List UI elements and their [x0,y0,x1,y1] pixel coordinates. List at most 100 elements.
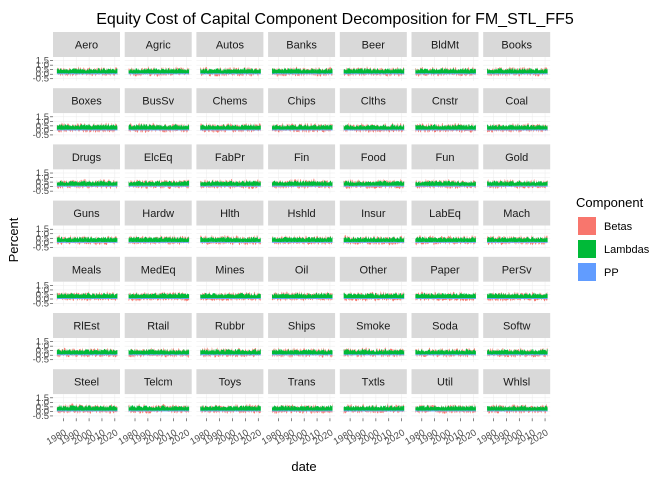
facet-label: Aero [75,40,98,52]
facet-medeq: MedEq [124,256,192,306]
series-betas-area [128,355,190,358]
y-axis-title: Percent [6,217,21,262]
series-betas-area [56,186,118,190]
series-betas-area [200,186,261,190]
y-tick-label: -0.5 [33,74,49,85]
series-pp-area [200,297,261,300]
series-pp-area [271,354,333,356]
series-betas-area [128,403,190,408]
series-lambdas-area [415,67,476,74]
series-betas-area [415,242,476,246]
facet-label: Autos [216,40,245,52]
facet-strip [339,256,407,282]
facet-persv: PerSv [483,256,551,306]
facet-strip [483,313,551,338]
series-lambdas-area [271,180,333,186]
facet-strip [411,144,479,170]
facet-books: Books [483,32,551,81]
facet-label: Mach [503,208,530,220]
series-betas-area [487,291,548,296]
series-betas-area [415,355,476,358]
y-tick-label: -0.5 [33,299,49,310]
facet-meals: Meals 1.51.00.50.0-0.5 [33,256,120,310]
series-betas-area [200,299,261,302]
facet-label: Mines [215,264,245,276]
facet-label: Insur [361,208,386,220]
y-tick-label: 1.5 [36,224,49,235]
series-pp-area [200,185,261,187]
facet-insur: Insur [339,200,407,250]
facet-rubbr: Rubbr [196,313,264,362]
facet-strip [124,369,192,395]
series-betas-area [56,355,118,358]
series-betas-area [343,299,405,302]
facet-strip [196,313,264,338]
series-pp-area [128,241,190,243]
facet-strip [268,88,336,114]
series-betas-area [343,66,405,71]
series-pp-area [56,354,118,356]
facet-strip [483,32,551,57]
series-pp-area [271,297,333,300]
y-tick-label: 0.0 [36,125,49,136]
legend-label-betas: Betas [604,221,633,233]
facet-hlth: Hlth [196,200,264,250]
series-betas-area [128,291,190,296]
facet-strip [53,313,120,338]
series-pp-area [128,354,190,356]
facet-label: Hlth [220,208,240,220]
series-betas-area [128,411,190,414]
y-tick-label: 0.5 [36,289,49,300]
facet-coal: Coal [483,88,551,138]
facet-label: Oil [295,264,308,276]
series-pp-area [487,73,548,75]
y-tick-label: 0.0 [36,294,49,305]
series-betas-area [343,130,405,133]
facet-label: Paper [430,264,460,276]
facet-label: Boxes [71,96,102,108]
facet-label: Smoke [356,321,390,333]
series-lambdas-area [487,292,548,299]
series-betas-area [200,355,261,358]
series-lambdas-area [128,236,190,243]
facet-strip [53,200,120,226]
facet-plot-area [483,281,551,306]
facet-fun: Fun [411,144,479,194]
facet-strip [196,144,264,170]
facet-strip [339,313,407,338]
series-lambdas-area [56,180,118,186]
facet-plot-area [268,225,336,250]
facet-labeq: LabEq [411,200,479,250]
series-pp-area [271,185,333,187]
y-tick-label: 0.5 [36,402,49,413]
series-pp-area [200,410,261,412]
facet-strip [124,200,192,226]
y-tick-label: 0.5 [36,346,49,357]
facet-label: Soda [432,321,459,333]
facet-drugs: Drugs 1.51.00.50.0-0.5 [33,144,120,197]
facet-label: Chems [212,96,247,108]
series-lambdas-area [56,348,118,355]
facet-strip [483,200,551,226]
series-pp-area [415,410,476,412]
facet-label: PerSv [502,264,532,276]
facet-soda: Soda [411,313,479,362]
series-pp-area [56,410,118,412]
series-betas-area [487,186,548,190]
facet-strip [483,256,551,282]
y-tick-label: 0.0 [36,182,49,193]
y-tick-label: 1.5 [36,112,49,123]
series-betas-area [128,299,190,302]
series-pp-area [343,129,405,131]
facet-strip [483,369,551,395]
series-pp-area [487,354,548,356]
series-betas-area [271,290,333,296]
series-pp-area [271,73,333,75]
series-betas-area [56,130,118,133]
facet-strip [411,369,479,395]
facet-label: Fun [436,152,455,164]
facet-label: Chips [288,96,317,108]
series-pp-area [271,410,333,412]
